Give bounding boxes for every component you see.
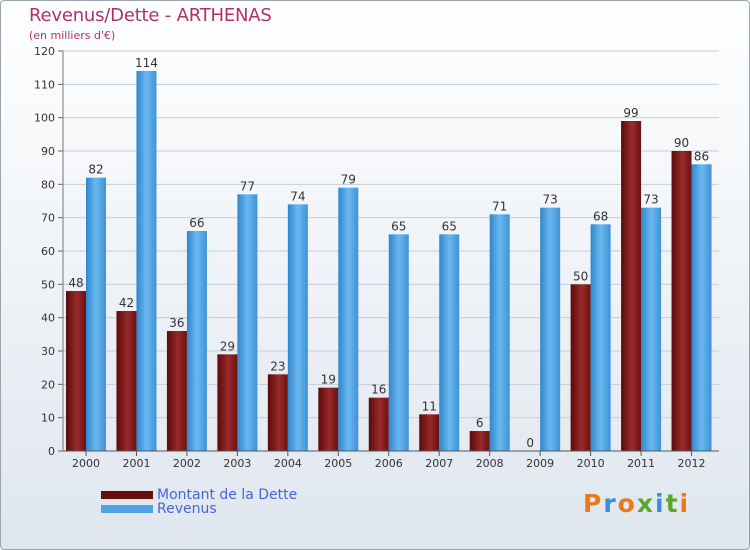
- bar-dette: [621, 121, 642, 451]
- data-label: 66: [189, 216, 204, 230]
- bar-revenus: [287, 204, 308, 451]
- x-tick-label: 2008: [476, 457, 504, 470]
- legend-label-dette: Montant de la Dette: [157, 487, 298, 503]
- data-label: 48: [68, 276, 83, 290]
- proxiti-logo: Proxiti: [583, 489, 690, 518]
- x-tick-label: 2000: [72, 457, 100, 470]
- data-label: 36: [169, 316, 184, 330]
- data-label: 86: [694, 149, 709, 163]
- y-tick-label: 60: [41, 245, 55, 258]
- legend-label-revenus: Revenus: [157, 501, 217, 517]
- bar-revenus: [439, 234, 460, 451]
- bar-revenus: [338, 187, 359, 451]
- y-tick-label: 0: [48, 445, 55, 458]
- legend-swatch-dette: [101, 491, 153, 499]
- data-label: 99: [623, 106, 638, 120]
- y-tick-label: 90: [41, 145, 55, 158]
- data-label: 11: [422, 399, 437, 413]
- bar-dette: [469, 431, 490, 451]
- data-label: 29: [220, 339, 235, 353]
- bar-revenus: [388, 234, 409, 451]
- x-tick-label: 2010: [577, 457, 605, 470]
- bar-revenus: [540, 207, 561, 451]
- bar-dette: [66, 291, 86, 451]
- data-label: 74: [290, 189, 305, 203]
- bar-revenus: [691, 164, 712, 452]
- y-tick-label: 10: [41, 412, 55, 425]
- x-tick-label: 2004: [274, 457, 302, 470]
- bar-revenus: [590, 224, 611, 451]
- chart-title: Revenus/Dette - ARTHENAS: [29, 5, 272, 26]
- logo-letter: t: [665, 489, 680, 518]
- data-label: 114: [135, 56, 158, 70]
- data-label: 79: [341, 173, 356, 187]
- logo-letter: o: [617, 489, 637, 518]
- y-tick-label: 100: [34, 112, 55, 125]
- data-label: 42: [119, 296, 134, 310]
- bar-dette: [267, 374, 288, 451]
- x-tick-label: 2009: [526, 457, 554, 470]
- logo-letter: i: [655, 489, 666, 518]
- y-tick-label: 80: [41, 178, 55, 191]
- bar-dette: [671, 151, 692, 451]
- data-label: 71: [492, 199, 507, 213]
- bar-revenus: [641, 207, 662, 451]
- bar-dette: [116, 311, 137, 451]
- bar-dette: [570, 284, 591, 451]
- bar-revenus: [489, 214, 510, 451]
- data-label: 6: [476, 416, 484, 430]
- bar-revenus: [86, 177, 106, 451]
- data-label: 68: [593, 209, 608, 223]
- y-tick-label: 20: [41, 378, 55, 391]
- y-tick-label: 40: [41, 312, 55, 325]
- bar-dette: [217, 354, 238, 451]
- bar-revenus: [237, 194, 258, 452]
- y-tick-label: 70: [41, 212, 55, 225]
- logo-letter: x: [636, 489, 655, 518]
- data-label: 50: [573, 269, 588, 283]
- x-tick-label: 2011: [627, 457, 655, 470]
- data-label: 19: [321, 373, 336, 387]
- data-label: 73: [643, 193, 658, 207]
- bar-dette: [419, 414, 440, 451]
- y-tick-label: 120: [34, 45, 55, 58]
- y-tick-label: 110: [34, 78, 55, 91]
- y-tick-label: 30: [41, 345, 55, 358]
- bar-revenus: [136, 71, 157, 451]
- data-label: 0: [526, 436, 534, 450]
- x-tick-label: 2012: [678, 457, 706, 470]
- y-tick-label: 50: [41, 278, 55, 291]
- bar-revenus: [186, 231, 207, 451]
- legend-swatch-revenus: [101, 505, 153, 513]
- logo-letter: r: [603, 489, 618, 518]
- logo-letter: i: [679, 489, 691, 518]
- data-label: 82: [88, 163, 103, 177]
- bar-dette: [368, 397, 389, 451]
- x-tick-label: 2001: [122, 457, 150, 470]
- data-label: 23: [270, 359, 285, 373]
- x-tick-label: 2003: [223, 457, 251, 470]
- data-label: 65: [391, 219, 406, 233]
- x-tick-label: 2007: [425, 457, 453, 470]
- chart-subtitle: (en milliers d'€): [29, 29, 116, 42]
- x-tick-label: 2006: [375, 457, 403, 470]
- logo-letter: P: [583, 489, 604, 518]
- data-label: 65: [442, 219, 457, 233]
- bar-dette: [318, 387, 339, 451]
- x-tick-label: 2005: [324, 457, 352, 470]
- x-tick-label: 2002: [173, 457, 201, 470]
- bar-dette: [166, 331, 187, 451]
- data-label: 77: [240, 179, 255, 193]
- legend-item-dette: Montant de la Dette: [101, 487, 297, 503]
- data-label: 16: [371, 383, 386, 397]
- data-label: 73: [543, 193, 558, 207]
- legend-item-revenus: Revenus: [101, 501, 217, 517]
- data-label: 90: [674, 136, 689, 150]
